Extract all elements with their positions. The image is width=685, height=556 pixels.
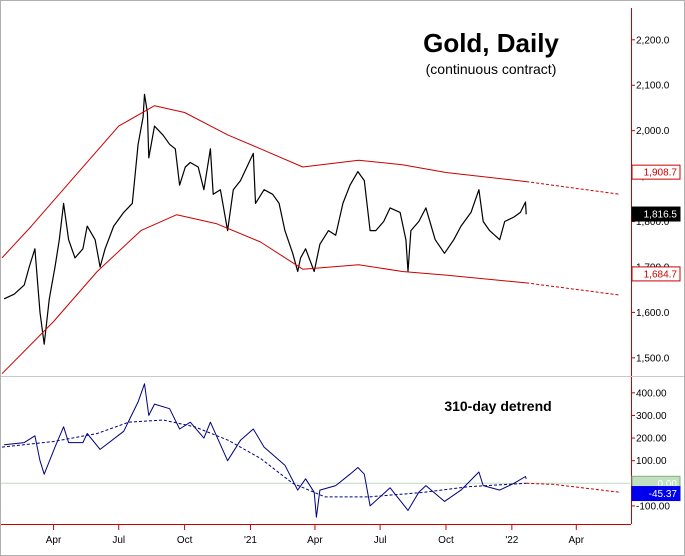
- detrend-y-tick-label: 200.00: [636, 434, 667, 445]
- detrend-panel: 400.00 300.00 200.00 100.00 -100.00 0.00-45.3…: [1, 383, 681, 518]
- price-flag-box: [631, 266, 681, 282]
- chart-title: Gold, Daily: [423, 28, 559, 58]
- detrend-flag-label: -45.37: [649, 489, 678, 500]
- detrend-flag-label: 0.00: [658, 479, 678, 490]
- price-flag-label: 1,816.5: [644, 210, 678, 221]
- x-tick-label: Jul: [112, 535, 125, 546]
- detrend-y-tick-label: 400.00: [636, 388, 667, 399]
- price-flag-label: 1,908.7: [644, 168, 678, 179]
- price-y-tick-label: 1,500.0: [636, 353, 670, 364]
- price-y-tick-label: 2,100.0: [636, 81, 670, 92]
- x-tick-label: Apr: [569, 535, 585, 546]
- detrend-flag-box: [631, 486, 681, 502]
- x-tick-label: '22: [505, 535, 518, 546]
- upper-channel-line: [1, 105, 527, 259]
- detrend-y-tick-label: 300.00: [636, 411, 667, 422]
- chart-subtitle: (continuous contract): [426, 61, 557, 77]
- detrend-detrend-line: [4, 383, 527, 518]
- x-tick-label: Apr: [46, 535, 62, 546]
- x-axis: Apr Jul Oct '21 Apr Jul Oct '22 Apr: [46, 525, 585, 546]
- lower-channel-projection: [526, 282, 621, 296]
- price-line: [3, 93, 527, 345]
- price-flag-label: 1,684.7: [644, 269, 678, 280]
- upper-channel-projection: [526, 181, 621, 195]
- detrend-projection-line: [526, 482, 621, 493]
- x-tick-label: '21: [244, 535, 257, 546]
- x-tick-label: Apr: [307, 535, 323, 546]
- x-tick-label: Jul: [374, 535, 387, 546]
- detrend-title: 310-day detrend: [444, 398, 551, 414]
- detrend-y-tick-label: -100.00: [636, 501, 670, 512]
- detrend-smoothed-line: [1, 419, 527, 498]
- price-flag-box: [631, 206, 681, 222]
- lower-channel-line: [1, 214, 527, 375]
- x-tick-label: Oct: [177, 535, 193, 546]
- price-panel: 1,500.01,600.01,700.01,800.01,900.02,000…: [1, 35, 681, 375]
- price-y-tick-label: 2,200.0: [636, 35, 670, 46]
- price-y-tick-label: 1,800.0: [636, 217, 670, 228]
- price-y-tick-label: 1,600.0: [636, 308, 670, 319]
- price-flag-box: [631, 164, 681, 180]
- price-y-tick-label: 2,000.0: [636, 126, 670, 137]
- detrend-y-tick-label: 100.00: [636, 456, 667, 467]
- x-tick-label: Oct: [438, 535, 454, 546]
